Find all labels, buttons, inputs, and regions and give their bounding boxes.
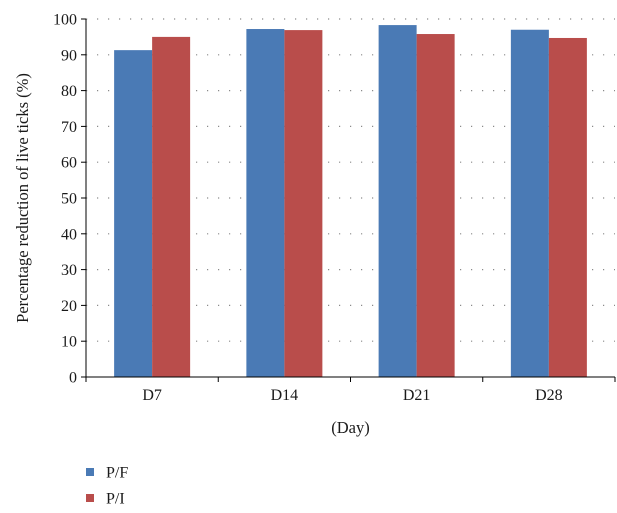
x-tick-label: D7 bbox=[142, 387, 162, 404]
bar-pi-d21 bbox=[416, 34, 455, 377]
bar-pf-d28 bbox=[510, 29, 549, 378]
y-tick-label: 20 bbox=[61, 298, 77, 315]
y-tick-label: 100 bbox=[53, 12, 77, 29]
x-tick-label: D21 bbox=[403, 387, 431, 404]
bars bbox=[114, 25, 587, 378]
legend: P/F P/I bbox=[86, 465, 128, 508]
y-axis-title: Percentage reduction of live ticks (%) bbox=[13, 73, 32, 323]
y-tick-label: 0 bbox=[69, 370, 77, 387]
bar-pf-d7 bbox=[114, 50, 153, 378]
x-tick-label: D28 bbox=[535, 387, 563, 404]
bar-pf-d14 bbox=[246, 29, 285, 378]
y-tick-labels: 0 10 20 30 40 50 60 70 80 90 100 bbox=[53, 12, 86, 387]
y-tick-label: 70 bbox=[61, 119, 77, 136]
y-tick-label: 10 bbox=[61, 334, 77, 351]
y-tick-label: 90 bbox=[61, 47, 77, 64]
bar-pf-d21 bbox=[378, 25, 417, 378]
legend-swatch bbox=[86, 494, 94, 502]
y-tick-label: 80 bbox=[61, 83, 77, 100]
x-axis-title: (Day) bbox=[331, 418, 369, 437]
y-tick-label: 40 bbox=[61, 226, 77, 243]
x-tick-label: D14 bbox=[271, 387, 299, 404]
legend-label: P/I bbox=[106, 491, 125, 508]
legend-swatch bbox=[86, 468, 94, 476]
legend-label: P/F bbox=[106, 465, 128, 482]
x-tick-labels: D7 D14 D21 D28 bbox=[85, 377, 616, 404]
bar-pi-d7 bbox=[152, 36, 191, 378]
bar-pi-d28 bbox=[548, 37, 587, 377]
y-tick-label: 60 bbox=[61, 155, 77, 172]
bar-pi-d14 bbox=[284, 30, 323, 378]
y-tick-label: 30 bbox=[61, 262, 77, 279]
y-tick-label: 50 bbox=[61, 191, 77, 208]
